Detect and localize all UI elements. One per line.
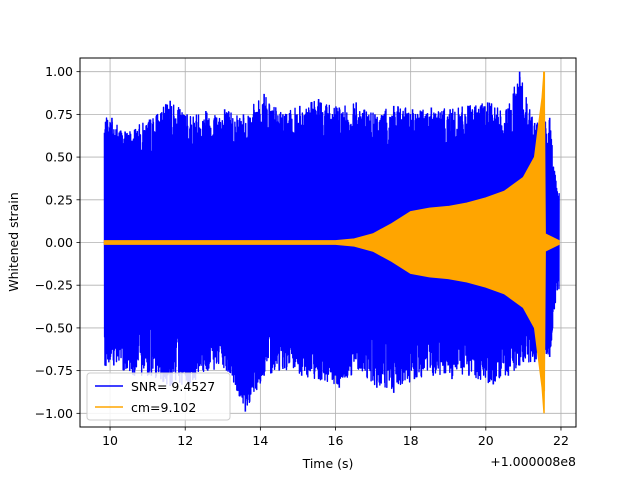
y-tick-label: −0.50 [35, 320, 73, 335]
legend-entry-snr: SNR= 9.4527 [131, 379, 215, 394]
legend-entry-cm: cm=9.102 [131, 400, 196, 415]
x-tick-label: 10 [102, 433, 118, 448]
y-tick-label: 0.75 [45, 107, 73, 122]
x-tick-label: 18 [403, 433, 419, 448]
y-tick-label: 1.00 [45, 64, 73, 79]
x-axis-label: Time (s) [302, 456, 354, 471]
x-tick-label: 12 [177, 433, 193, 448]
x-tick-label: 22 [553, 433, 569, 448]
legend-box [86, 372, 231, 421]
axis-ticks: 10 12 14 16 18 20 22 1.00 0.75 0.50 0.25 0.00 −0.25 −… [35, 64, 569, 448]
series-cm-envelope [103, 71, 560, 414]
x-axis-offset-label: +1.000008e8 [490, 454, 576, 469]
y-tick-label: −0.75 [35, 363, 73, 378]
y-axis-label: Whitened strain [6, 192, 21, 291]
series-snr [103, 71, 560, 412]
y-tick-label: 0.00 [45, 235, 73, 250]
y-tick-label: −1.00 [35, 406, 73, 421]
plot-series [103, 71, 560, 414]
y-tick-label: 0.25 [45, 192, 73, 207]
y-tick-label: 0.50 [45, 150, 73, 165]
x-tick-label: 20 [478, 433, 494, 448]
y-tick-label: −0.25 [35, 278, 73, 293]
x-tick-label: 14 [252, 433, 268, 448]
x-tick-label: 16 [328, 433, 344, 448]
series-cm [103, 71, 560, 414]
legend: SNR= 9.4527 cm=9.102 [86, 372, 231, 421]
